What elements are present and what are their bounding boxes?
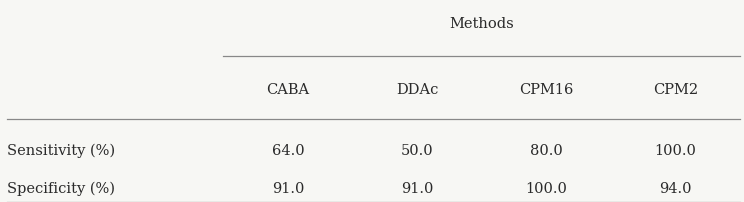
Text: 50.0: 50.0 [401, 144, 434, 157]
Text: CPM2: CPM2 [653, 83, 698, 97]
Text: 80.0: 80.0 [530, 144, 562, 157]
Text: Specificity (%): Specificity (%) [7, 181, 115, 195]
Text: 91.0: 91.0 [272, 181, 304, 195]
Text: 94.0: 94.0 [659, 181, 692, 195]
Text: DDAc: DDAc [396, 83, 438, 97]
Text: CPM16: CPM16 [519, 83, 574, 97]
Text: 100.0: 100.0 [655, 144, 696, 157]
Text: 91.0: 91.0 [401, 181, 433, 195]
Text: 100.0: 100.0 [525, 181, 568, 195]
Text: CABA: CABA [266, 83, 310, 97]
Text: Methods: Methods [449, 17, 514, 31]
Text: 64.0: 64.0 [272, 144, 304, 157]
Text: Sensitivity (%): Sensitivity (%) [7, 143, 115, 158]
